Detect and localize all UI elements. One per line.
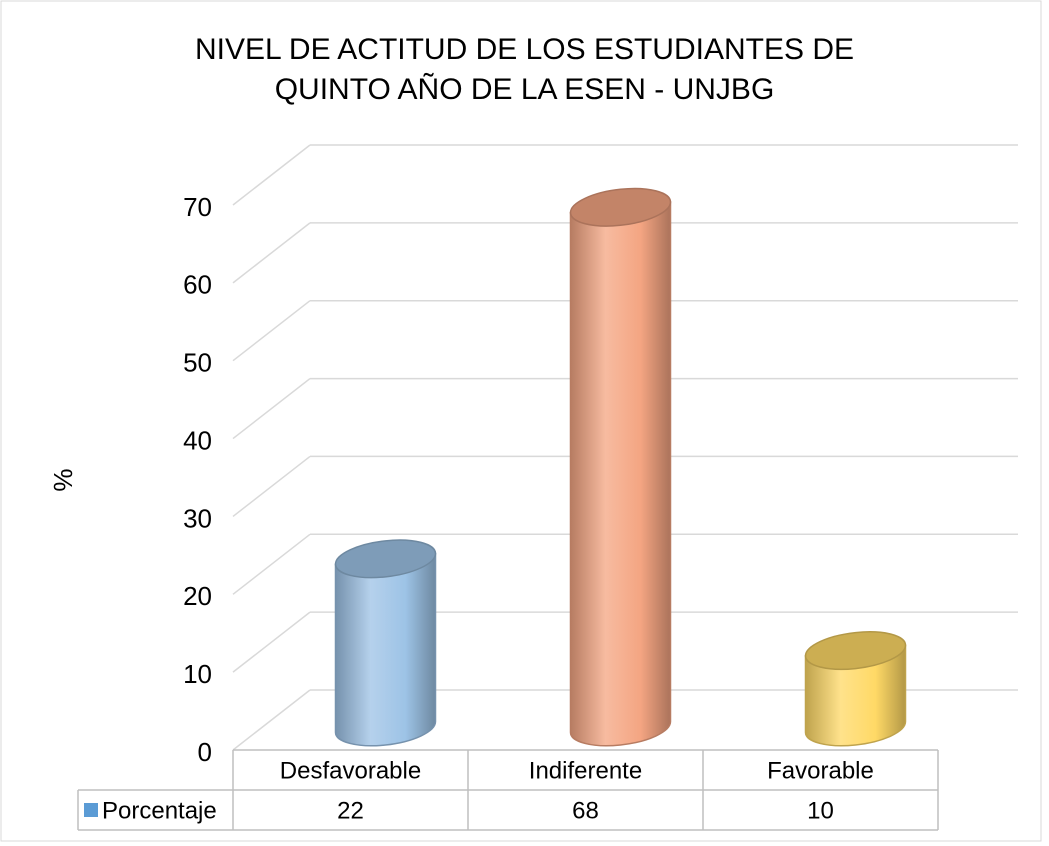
bar-top — [804, 631, 907, 671]
y-axis-label: % — [48, 468, 78, 491]
y-tick-label: 30 — [183, 503, 212, 533]
title-box: NIVEL DE ACTITUD DE LOS ESTUDIANTES DE Q… — [0, 30, 1049, 110]
y-tick-label: 70 — [183, 192, 212, 222]
data-table-value: 10 — [807, 797, 834, 824]
y-tick-label: 0 — [198, 737, 212, 767]
grid-line-side — [232, 533, 311, 595]
grid-line-side — [232, 455, 311, 518]
bar-top — [569, 187, 672, 227]
grid-line-side — [232, 611, 311, 673]
y-tick-label: 10 — [183, 659, 212, 689]
bar — [334, 552, 437, 747]
bar — [569, 201, 672, 747]
y-tick-label: 40 — [183, 425, 212, 455]
y-tick-label: 50 — [183, 348, 212, 378]
y-tick-label: 20 — [183, 581, 212, 611]
grid-line-side — [232, 689, 311, 751]
bar — [804, 644, 907, 747]
grid-line-side — [232, 222, 311, 284]
grid-line-side — [232, 300, 311, 362]
legend-label: Porcentaje — [102, 797, 217, 824]
grid-line-side — [232, 144, 311, 206]
y-tick-label: 60 — [183, 270, 212, 300]
x-tick-label: Desfavorable — [280, 757, 421, 784]
chart-title: NIVEL DE ACTITUD DE LOS ESTUDIANTES DE Q… — [194, 33, 855, 106]
bar-top — [334, 539, 437, 579]
grid-line-side — [232, 377, 311, 440]
x-tick-label: Favorable — [767, 757, 874, 784]
data-table-value: 22 — [337, 797, 364, 824]
x-tick-label: Indiferente — [529, 757, 642, 784]
data-table-value: 68 — [572, 797, 599, 824]
legend-swatch — [84, 803, 98, 817]
